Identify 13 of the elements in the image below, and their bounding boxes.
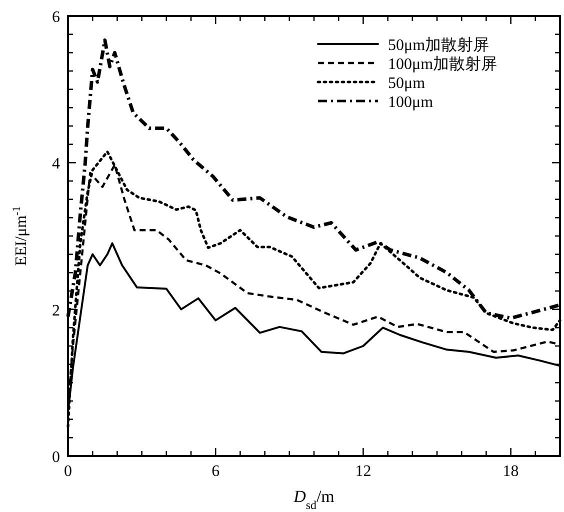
x-tick-label: 6	[212, 463, 220, 480]
legend-label: 50μm	[388, 75, 426, 92]
legend-label: 100μm加散射屏	[388, 55, 498, 73]
x-tick-label: 0	[64, 463, 72, 480]
legend-label: 50μm加散射屏	[388, 36, 490, 54]
y-tick-label: 4	[52, 156, 60, 173]
y-tick-label: 6	[52, 9, 60, 26]
x-tick-label: 12	[355, 463, 372, 480]
y-tick-label: 0	[52, 449, 60, 466]
x-tick-label: 18	[502, 463, 519, 480]
legend-label: 100μm	[388, 94, 434, 111]
x-axis-title: D$_{sd}$/m	[292, 487, 334, 512]
y-tick-label: 2	[52, 302, 60, 320]
